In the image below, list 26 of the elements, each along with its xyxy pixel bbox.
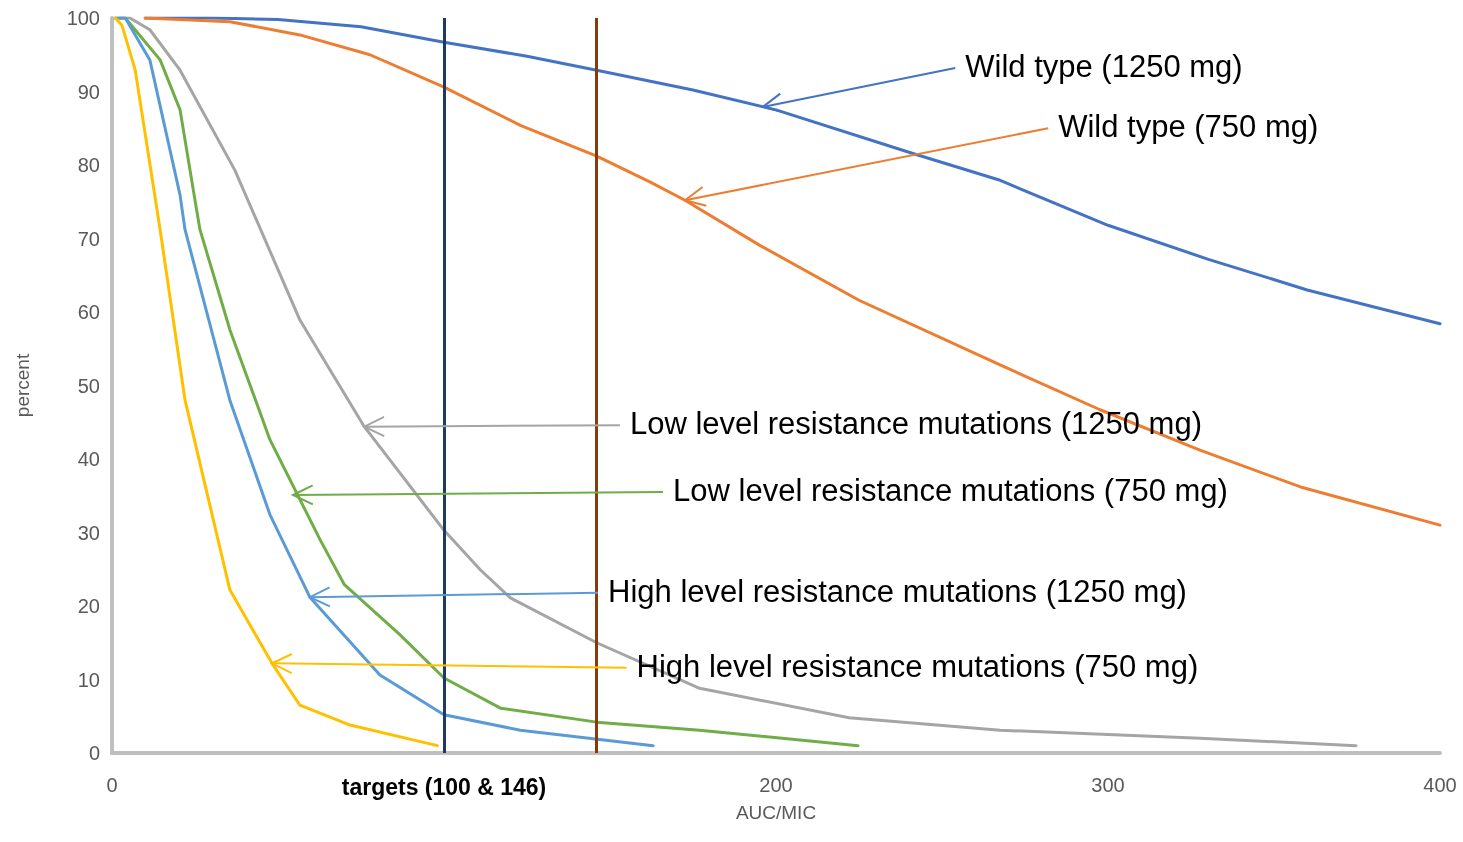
annotation: High level resistance mutations (750 mg) xyxy=(636,648,1199,684)
annotation: Low level resistance mutations (750 mg) xyxy=(673,473,1228,509)
y-tick-label: 30 xyxy=(77,521,100,544)
x-tick-label: 200 xyxy=(759,774,793,796)
annotation: Wild type (1250 mg) xyxy=(965,48,1243,84)
y-tick-label: 60 xyxy=(77,301,100,323)
y-tick-label: 20 xyxy=(77,595,100,617)
annotation: Low level resistance mutations (1250 mg) xyxy=(629,406,1202,442)
x-axis-title: AUC/MIC xyxy=(735,801,817,823)
y-tick-label: 10 xyxy=(77,668,100,691)
x-tick-label: 400 xyxy=(1423,774,1457,796)
y-tick-label: 40 xyxy=(77,448,100,470)
x-tick-label: 0 xyxy=(106,774,118,796)
line-series xyxy=(113,16,439,748)
y-tick-label: 70 xyxy=(77,227,100,250)
y-tick-label: 80 xyxy=(77,154,100,176)
y-tick-label: 0 xyxy=(88,742,100,764)
y-tick-label: 100 xyxy=(66,7,100,29)
annotation: Wild type (750 mg) xyxy=(1058,109,1319,145)
x-tick-label: 300 xyxy=(1091,774,1125,796)
y-tick-label: 90 xyxy=(77,80,100,103)
y-axis-title: percent xyxy=(12,353,33,418)
y-tick-label: 50 xyxy=(77,374,100,397)
line-series xyxy=(143,16,1442,527)
x-tick-label: targets (100 & 146) xyxy=(341,773,547,800)
annotation: High level resistance mutations (1250 mg) xyxy=(608,573,1187,609)
